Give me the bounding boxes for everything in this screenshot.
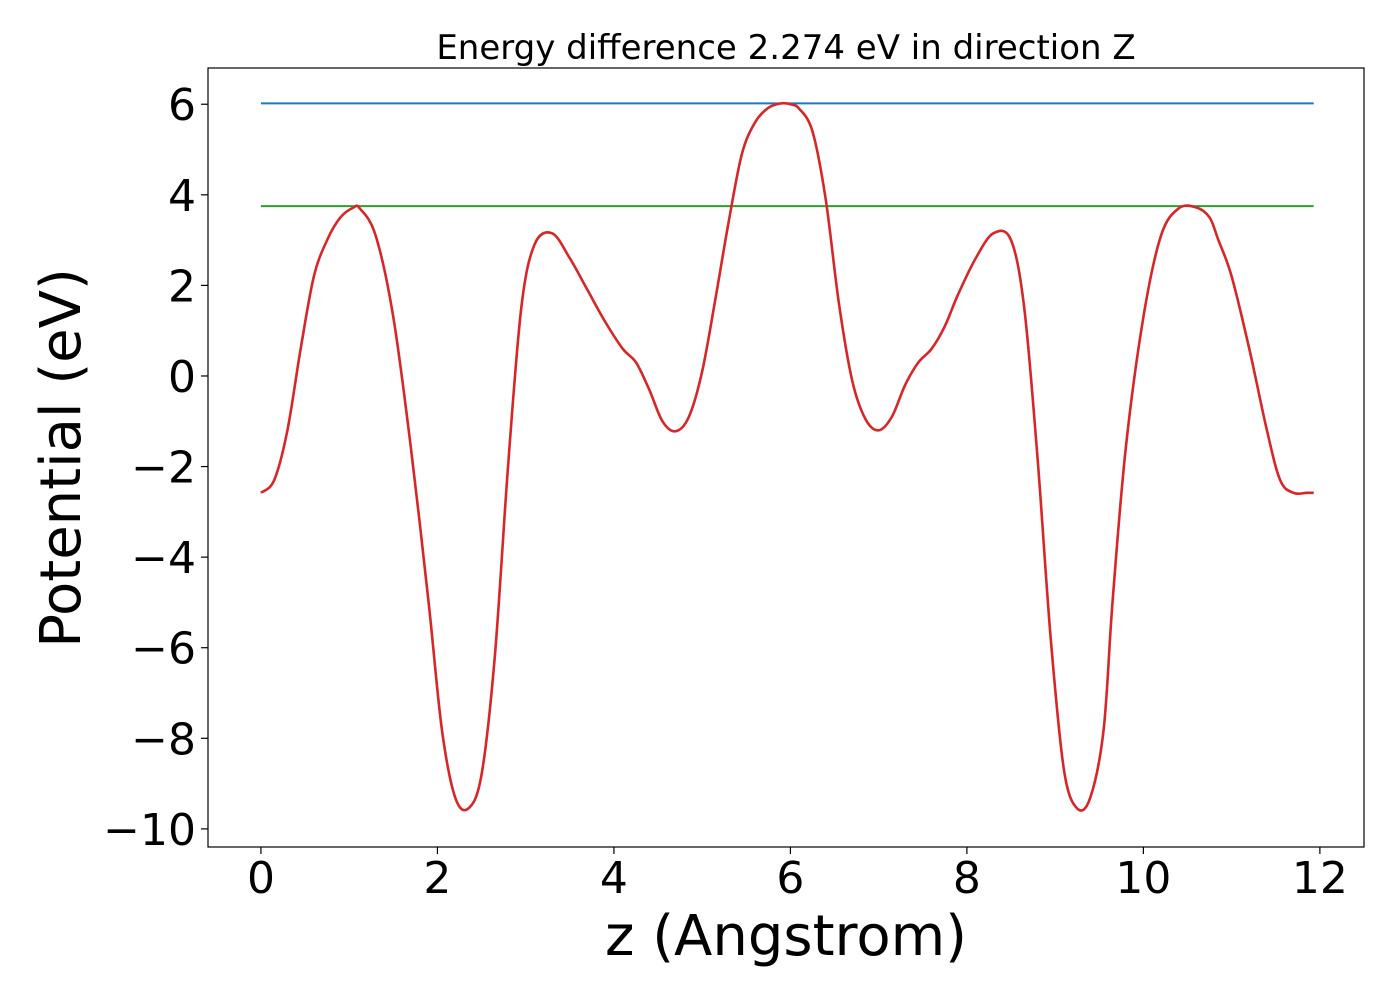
y-tick-label: −6 (131, 624, 196, 675)
plot-frame (207, 67, 1365, 848)
plot-area (260, 101, 1314, 812)
x-tick-label: 8 (953, 853, 981, 904)
x-tick-label: 0 (247, 853, 275, 904)
y-tick-label: 2 (168, 261, 196, 312)
x-tick-label: 12 (1292, 853, 1348, 904)
y-tick-label: 4 (168, 171, 196, 222)
y-axis: −10 −8 −6 −4 −2 0 2 4 6 (103, 80, 208, 856)
x-axis: 0 2 4 6 8 10 12 (247, 847, 1348, 904)
y-tick-label: −2 (131, 443, 196, 494)
y-tick-label: −10 (103, 805, 196, 856)
x-tick-label: 6 (776, 853, 804, 904)
x-tick-label: 4 (600, 853, 628, 904)
chart-title: Energy difference 2.274 eV in direction … (436, 28, 1135, 68)
x-axis-title: z (Angstrom) (605, 904, 967, 969)
y-axis-title: Potential (eV) (29, 268, 94, 648)
x-tick-label: 2 (423, 853, 451, 904)
y-tick-label: 6 (168, 80, 196, 131)
y-tick-label: −4 (131, 533, 196, 584)
x-tick-label: 10 (1115, 853, 1171, 904)
series-line-potential (260, 101, 1314, 812)
y-tick-label: −8 (131, 714, 196, 765)
y-tick-label: 0 (168, 352, 196, 403)
